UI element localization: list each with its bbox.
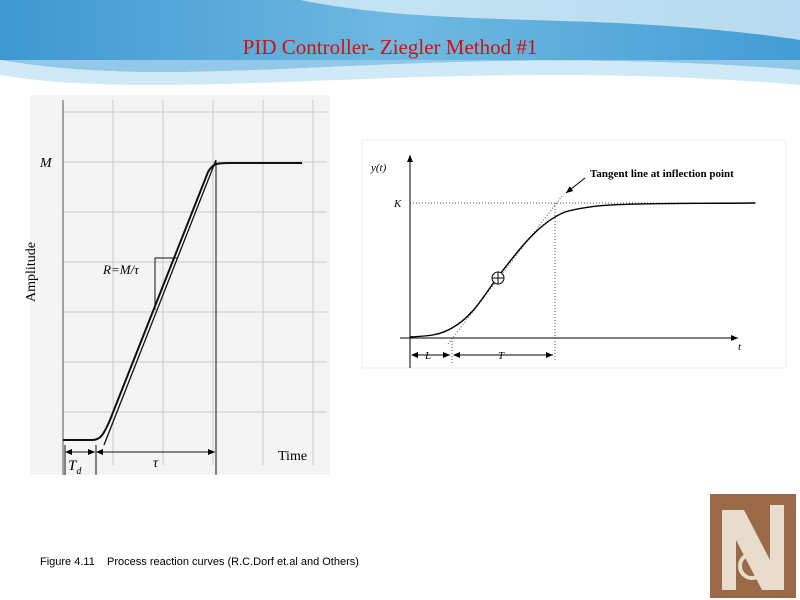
annotation: Tangent line at inflection point <box>590 168 734 180</box>
m-label: M <box>39 156 53 171</box>
caption: Figure 4.11 Process reaction curves (R.C… <box>40 556 359 568</box>
header-decoration <box>0 0 800 85</box>
right-figure: y(t) K Tangent line at inflection point … <box>361 139 787 369</box>
slope-label: R=M/τ <box>102 262 140 277</box>
y-axis-label: Amplitude <box>24 242 39 302</box>
y-axis-label: y(t) <box>370 162 387 174</box>
tau-label: τ <box>153 456 159 471</box>
left-figure: M Amplitude R=M/τ Td τ Time <box>24 95 330 477</box>
x-axis-label: t <box>738 341 742 353</box>
l-label: L <box>424 350 431 362</box>
x-axis-label: Time <box>278 449 307 464</box>
k-label: K <box>393 198 402 210</box>
td-main: T <box>68 458 78 474</box>
td-label: Td <box>68 458 82 477</box>
td-sub: d <box>76 466 82 477</box>
slide-title: PID Controller- Ziegler Method #1 <box>243 35 538 59</box>
logo <box>710 494 796 598</box>
t-span-label: T <box>498 350 505 362</box>
